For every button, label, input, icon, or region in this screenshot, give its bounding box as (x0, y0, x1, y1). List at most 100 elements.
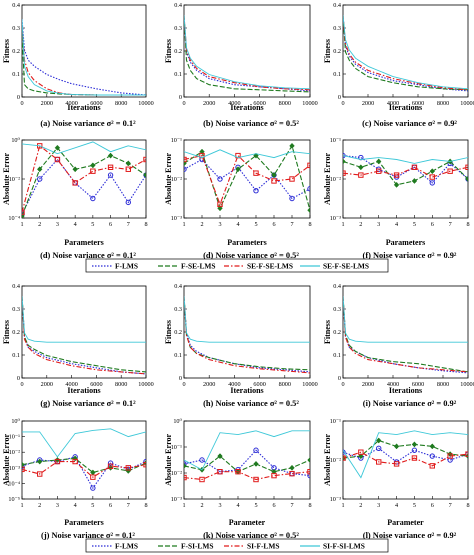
y-tick-label: 0.1 (174, 71, 182, 78)
data-point-3 (184, 474, 187, 481)
data-point-2 (184, 462, 187, 469)
y-tick-label: 10⁻⁴ (8, 480, 20, 487)
series-group (184, 15, 310, 93)
data-point-2 (375, 158, 382, 165)
chart-panel-d2 (183, 139, 311, 219)
x-tick-label: 8 (144, 502, 147, 509)
x-tick-label: 0 (182, 381, 185, 388)
x-tick-label: 5 (254, 502, 257, 509)
series-line-2 (343, 296, 468, 373)
data-point-3 (143, 461, 146, 468)
x-tick-label: 0 (341, 100, 344, 107)
data-point-3 (358, 449, 364, 455)
y-tick-label: 0 (179, 375, 182, 382)
y-tick-label: 0.3 (12, 25, 20, 32)
legend-label-4: SE-F-SE-LMS (323, 262, 369, 271)
data-point-1 (199, 457, 205, 463)
series-group (22, 428, 146, 491)
y-tick-label: 10⁻³ (171, 215, 182, 222)
x-tick-label: 2 (200, 221, 203, 228)
x-tick-label: 10000 (302, 381, 317, 388)
data-point-2 (107, 152, 114, 159)
data-point-2 (429, 443, 436, 450)
data-point-3 (22, 209, 25, 215)
data-point-2 (393, 443, 400, 450)
data-point-3 (107, 164, 114, 171)
y-tick-label: 10⁻² (330, 176, 341, 183)
x-tick-label: 8 (466, 502, 469, 509)
x-tick-label: 3 (377, 221, 380, 228)
x-tick-label: 1 (341, 221, 344, 228)
y-tick-label: 10⁻² (171, 470, 182, 477)
y-tick-label: 0.1 (12, 352, 20, 359)
panel-caption: (k) Noise variance σ² = 0.5² (203, 531, 299, 540)
x-tick-label: 6000 (253, 381, 265, 388)
plot-frame (342, 285, 469, 379)
data-point-3 (235, 469, 241, 475)
x-tick-label: 8000 (437, 381, 449, 388)
x-tick-label: 6000 (90, 381, 102, 388)
data-point-1 (343, 449, 346, 455)
data-point-1 (307, 186, 310, 192)
data-point-2 (375, 437, 382, 444)
data-point-1 (447, 457, 453, 463)
y-tick-label: 0 (338, 94, 341, 101)
data-point-1 (184, 166, 187, 172)
x-tick-label: 4 (395, 221, 398, 228)
data-point-3 (465, 451, 468, 457)
data-point-3 (411, 455, 418, 461)
series-line-2 (343, 160, 468, 186)
data-point-3 (447, 453, 453, 459)
y-tick-label: 0.1 (12, 71, 20, 78)
x-tick-label: 2000 (203, 100, 215, 107)
data-point-2 (411, 177, 418, 184)
plot-frame (21, 420, 147, 500)
y-axis-label: Absolute Error (323, 153, 332, 206)
series-line-2 (22, 457, 146, 474)
x-tick-label: 10000 (460, 381, 474, 388)
data-point-2 (253, 460, 259, 467)
data-point-3 (22, 466, 25, 473)
y-tick-label: 10⁻¹ (330, 418, 341, 425)
y-tick-label: 0.1 (333, 71, 341, 78)
y-tick-label: 10⁻³ (330, 496, 341, 503)
x-tick-label: 8 (308, 502, 311, 509)
y-tick-label: 0.2 (333, 329, 341, 336)
series-line-3 (343, 451, 468, 467)
data-point-3 (217, 201, 223, 208)
data-point-3 (447, 168, 453, 174)
y-tick-label: 0.1 (333, 352, 341, 359)
chart-panel-h (183, 285, 311, 379)
x-axis-label: Iterations (230, 103, 263, 112)
series-line-3 (184, 471, 310, 481)
x-axis-label: Parameter (229, 518, 266, 527)
data-point-3 (376, 459, 382, 465)
series-line-2 (22, 146, 146, 217)
y-axis-label: Absolute Error (164, 434, 173, 487)
x-tick-label: 7 (449, 502, 452, 509)
x-tick-label: 8000 (115, 100, 127, 107)
y-tick-label: 10⁻⁵ (8, 496, 20, 503)
series-line-4 (184, 149, 310, 159)
data-point-2 (343, 158, 346, 165)
y-tick-label: 0.4 (174, 2, 182, 9)
data-point-3 (411, 164, 418, 171)
data-point-3 (393, 172, 400, 178)
x-tick-label: 0 (341, 381, 344, 388)
y-tick-label: 0 (338, 375, 341, 382)
y-axis-label: Absolute Error (164, 153, 173, 206)
y-tick-label: 10⁻¹ (171, 137, 182, 144)
series-line-3 (184, 154, 310, 206)
y-tick-label: 10⁻² (330, 457, 341, 464)
x-tick-label: 8000 (279, 381, 291, 388)
panel-caption: (j) Noise variance σ² = 0.1² (41, 531, 135, 540)
chart-panel-c (342, 4, 469, 98)
data-point-2 (125, 160, 132, 167)
x-tick-label: 0 (20, 100, 23, 107)
y-axis-label: Absolute Error (2, 434, 11, 487)
x-tick-label: 8000 (279, 100, 291, 107)
y-tick-label: 0.4 (12, 283, 20, 290)
chart-panel-g (21, 285, 147, 379)
y-tick-label: 0.4 (333, 283, 341, 290)
